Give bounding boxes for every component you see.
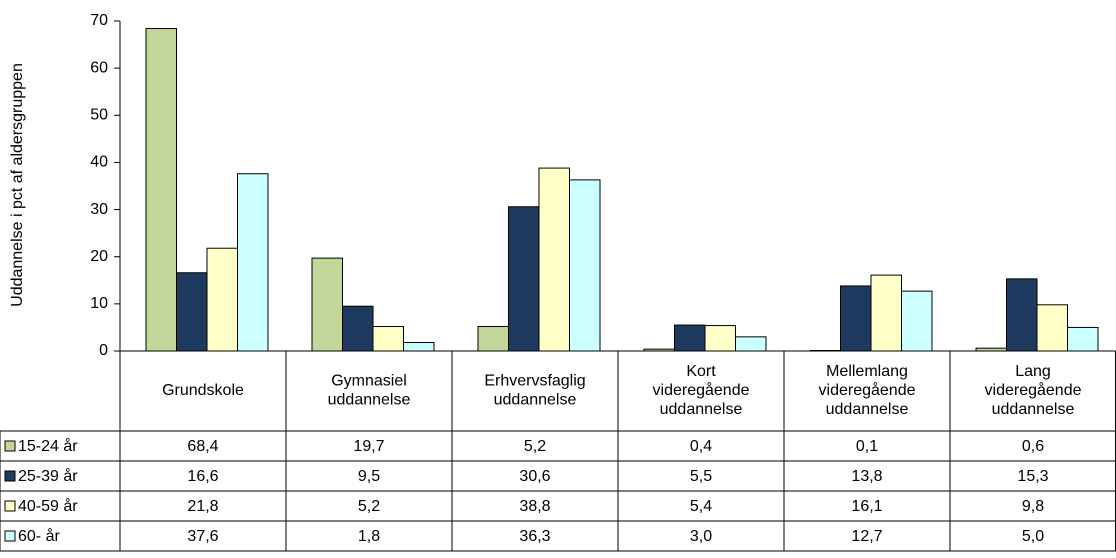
table-value: 5,2 (524, 438, 546, 455)
y-tick-label: 70 (90, 12, 108, 29)
table-value: 5,2 (358, 498, 380, 515)
table-value: 3,0 (690, 528, 712, 545)
category-label: Grundskole (162, 382, 244, 399)
bar (238, 174, 269, 351)
y-tick-label: 30 (90, 201, 108, 218)
bar (841, 286, 872, 351)
table-value: 16,6 (187, 468, 218, 485)
legend-key (5, 531, 15, 541)
table-value: 1,8 (358, 528, 380, 545)
bar (736, 337, 767, 351)
bar (644, 349, 675, 351)
bar (570, 180, 601, 351)
bar (509, 207, 540, 351)
y-tick-label: 50 (90, 107, 108, 124)
table-value: 0,1 (856, 438, 878, 455)
table-value: 5,4 (690, 498, 712, 515)
bar (539, 168, 570, 351)
legend-label: 15-24 år (18, 437, 78, 455)
bar (705, 326, 736, 351)
table-value: 12,7 (851, 528, 882, 545)
legend-key (5, 441, 15, 451)
bar (675, 325, 706, 351)
bar (373, 326, 404, 351)
bar (177, 273, 208, 351)
bar (207, 248, 238, 351)
table-value: 0,6 (1022, 438, 1044, 455)
table-value: 9,8 (1022, 498, 1044, 515)
table-value: 13,8 (851, 468, 882, 485)
table-value: 37,6 (187, 528, 218, 545)
table-value: 38,8 (519, 498, 550, 515)
y-tick-label: 20 (90, 248, 108, 265)
y-tick-label: 0 (99, 342, 108, 359)
legend-label: 25-39 år (18, 467, 78, 485)
bar (976, 348, 1007, 351)
table-value: 9,5 (358, 468, 380, 485)
bar (312, 258, 343, 351)
table-value: 21,8 (187, 498, 218, 515)
legend-key (5, 471, 15, 481)
y-tick-label: 10 (90, 295, 108, 312)
y-axis-title: Uddannelse i pct af aldersgruppen (9, 63, 26, 307)
y-tick-label: 60 (90, 59, 108, 76)
table-value: 68,4 (187, 438, 218, 455)
bar (902, 291, 933, 351)
legend-label: 60- år (18, 527, 60, 545)
bar (1007, 279, 1038, 351)
y-tick-label: 40 (90, 154, 108, 171)
legend-label: 40-59 år (18, 497, 78, 515)
table-value: 16,1 (851, 498, 882, 515)
bar (146, 29, 177, 351)
bar (1037, 305, 1068, 351)
table-value: 15,3 (1017, 468, 1048, 485)
table-value: 0,4 (690, 438, 712, 455)
legend-key (5, 501, 15, 511)
bar (871, 275, 902, 351)
bar (404, 343, 435, 351)
table-value: 5,0 (1022, 528, 1044, 545)
table-value: 5,5 (690, 468, 712, 485)
bar (1068, 327, 1099, 351)
table-value: 36,3 (519, 528, 550, 545)
bar (343, 306, 374, 351)
table-value: 30,6 (519, 468, 550, 485)
table-value: 19,7 (353, 438, 384, 455)
bar (478, 326, 509, 351)
